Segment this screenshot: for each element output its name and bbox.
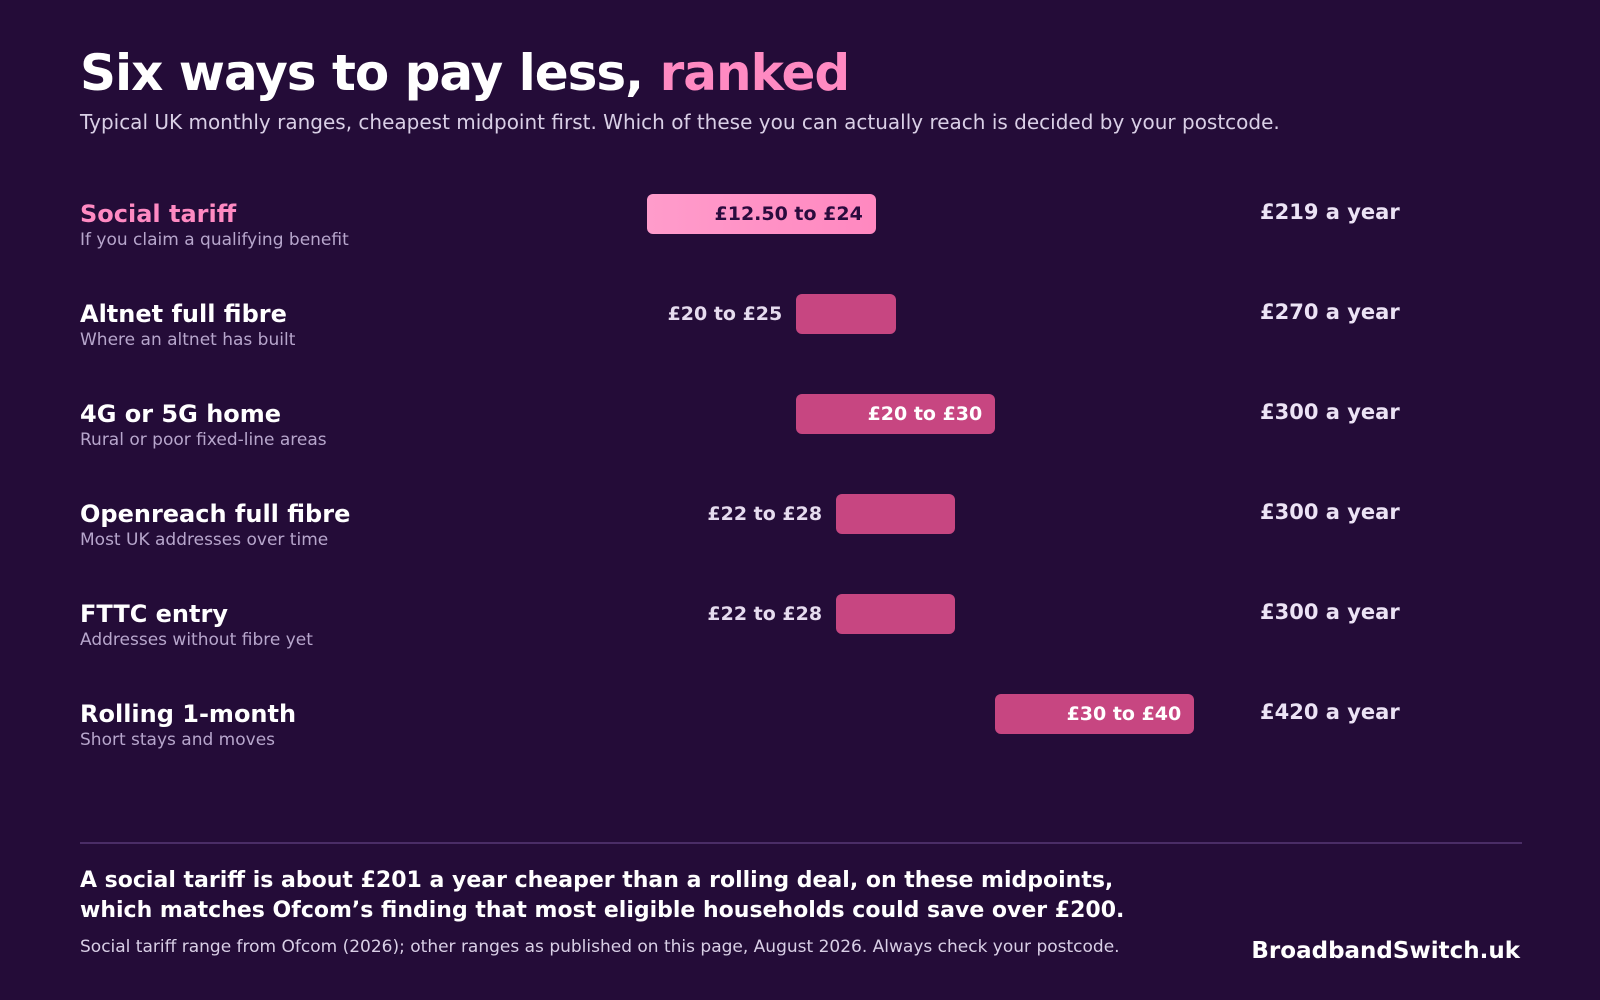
range-bar — [995, 694, 1195, 734]
conclusion-line-2: which matches Ofcom’s finding that most … — [80, 898, 1125, 923]
chart-row: Altnet full fibre Where an altnet has bui… — [0, 294, 1600, 360]
range-bar — [796, 394, 996, 434]
range-label: £22 to £28 — [707, 503, 823, 525]
chart-row: Rolling 1-month Short stays and moves £30 … — [0, 694, 1600, 760]
range-bar — [796, 294, 896, 334]
chart-row: 4G or 5G home Rural or poor fixed-line ar… — [0, 394, 1600, 460]
range-bar — [836, 494, 956, 534]
category-label: Altnet full fibre — [80, 300, 287, 328]
source-note: Social tariff range from Ofcom (2026); o… — [80, 937, 1120, 957]
yearly-cost: £420 a year — [1260, 700, 1400, 724]
chart-row: Social tariff If you claim a qualifying b… — [0, 194, 1600, 260]
category-label: Social tariff — [80, 200, 237, 228]
yearly-cost: £300 a year — [1260, 600, 1400, 624]
category-label: Rolling 1-month — [80, 700, 297, 728]
yearly-cost: £219 a year — [1260, 200, 1400, 224]
range-bar — [836, 594, 956, 634]
category-description: Most UK addresses over time — [80, 530, 329, 550]
range-label: £30 to £40 — [1066, 703, 1182, 725]
range-label: £12.50 to £24 — [714, 203, 863, 225]
page-title: Six ways to pay less, ranked — [80, 44, 851, 102]
category-label: FTTC entry — [80, 600, 228, 628]
range-label: £22 to £28 — [707, 603, 823, 625]
title-main: Six ways to pay less, — [80, 44, 660, 102]
conclusion-text: A social tariff is about £201 a year che… — [80, 866, 1124, 926]
category-label: 4G or 5G home — [80, 400, 282, 428]
yearly-cost: £300 a year — [1260, 500, 1400, 524]
yearly-cost: £270 a year — [1260, 300, 1400, 324]
yearly-cost: £300 a year — [1260, 400, 1400, 424]
category-label: Openreach full fibre — [80, 500, 351, 528]
range-label: £20 to £30 — [867, 403, 983, 425]
divider — [80, 842, 1522, 844]
title-accent: ranked — [659, 44, 851, 102]
chart-row: Openreach full fibre Most UK addresses ov… — [0, 494, 1600, 560]
brand-logo: BroadbandSwitch.uk — [1251, 938, 1520, 964]
category-description: Addresses without fibre yet — [80, 630, 313, 650]
page-subtitle: Typical UK monthly ranges, cheapest midp… — [80, 110, 1280, 134]
range-bar — [647, 194, 876, 234]
chart-row: FTTC entry Addresses without fibre yet £22… — [0, 594, 1600, 660]
category-description: Short stays and moves — [80, 730, 276, 750]
category-description: Where an altnet has built — [80, 330, 296, 350]
conclusion-line-1: A social tariff is about £201 a year che… — [80, 868, 1114, 893]
category-description: If you claim a qualifying benefit — [80, 230, 349, 250]
range-label: £20 to £25 — [667, 303, 783, 325]
category-description: Rural or poor fixed-line areas — [80, 430, 327, 450]
